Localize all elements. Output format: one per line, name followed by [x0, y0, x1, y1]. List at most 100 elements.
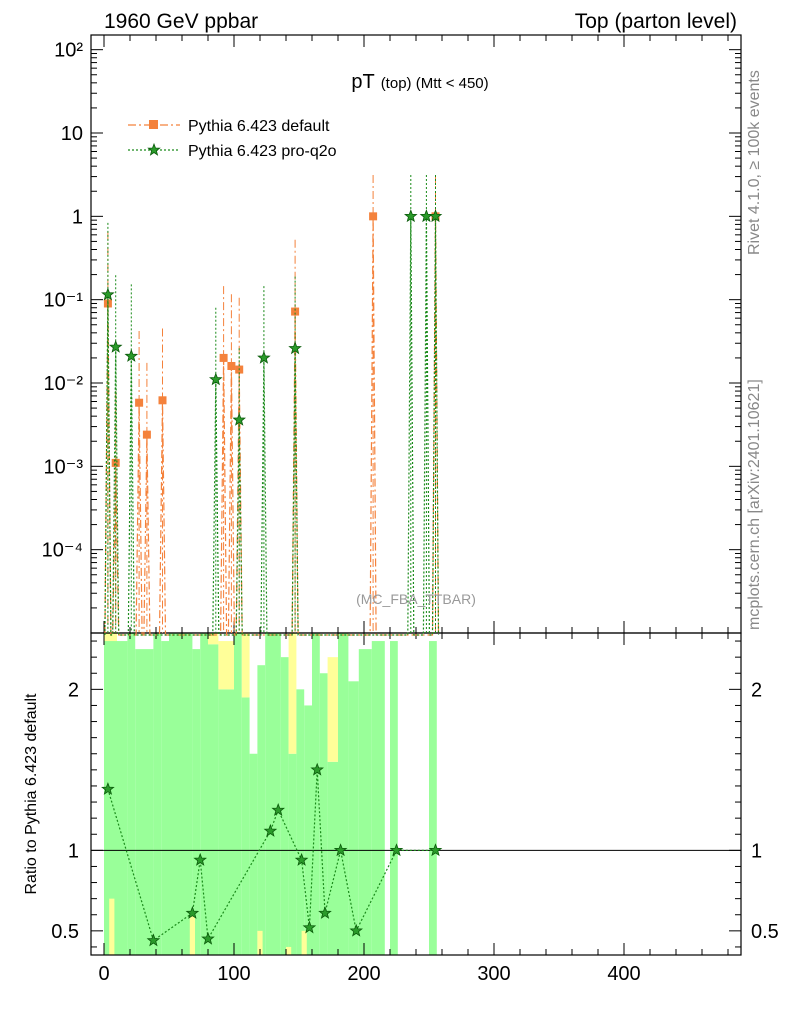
main-y-tick-label: 10² — [54, 40, 83, 62]
main-y-tick-label: 10⁻¹ — [44, 290, 84, 312]
x-tick-label: 400 — [607, 963, 640, 985]
ratio-y-tick-label: 2 — [68, 679, 79, 701]
ratio-band — [304, 705, 312, 955]
ratio-band — [358, 649, 372, 955]
ratio-band — [241, 633, 250, 698]
ratio-band — [288, 633, 297, 754]
ratio-band — [280, 657, 289, 955]
header-left: 1960 GeV ppbar — [104, 10, 258, 33]
ratio-point-star — [193, 852, 207, 866]
legend: Pythia 6.423 default Pythia 6.423 pro-q2… — [128, 118, 337, 160]
ratio-band — [200, 633, 208, 955]
main-y-tick-label: 10⁻² — [44, 373, 84, 395]
data-point-square — [219, 353, 228, 362]
ratio-point-star — [271, 802, 285, 816]
ratio-point-star — [349, 923, 363, 937]
ratio-band — [265, 633, 281, 955]
data-point-star — [232, 412, 246, 426]
ratio-band — [312, 633, 320, 955]
ratio-band — [234, 633, 242, 955]
ratio-point-star — [185, 905, 200, 919]
ratio-band — [327, 657, 338, 762]
ratio-band — [319, 673, 328, 955]
header-right: Top (parton level) — [575, 10, 737, 33]
data-point-star — [124, 349, 139, 362]
legend-label-default: Pythia 6.423 default — [188, 118, 330, 135]
ratio-band — [241, 697, 250, 955]
data-point-star — [209, 372, 223, 386]
legend-marker-square — [149, 120, 158, 129]
ratio-band — [153, 633, 162, 955]
ratio-band — [390, 641, 398, 955]
ratio-band — [135, 649, 154, 955]
series-line-0 — [104, 216, 440, 636]
ratio-band — [301, 930, 307, 955]
data-point-square — [135, 398, 144, 407]
ratio-point-star — [146, 933, 161, 947]
ratio-band — [249, 753, 258, 955]
ratio-band — [286, 946, 292, 955]
legend-label-proq2o: Pythia 6.423 pro-q2o — [188, 143, 337, 160]
data-point-star — [428, 209, 443, 223]
ratio-band — [338, 633, 349, 955]
main-y-tick-label: 10 — [61, 123, 83, 145]
data-point-square — [291, 307, 300, 316]
ratio-y-tick-label: 0.5 — [51, 921, 79, 943]
ratio-band — [218, 689, 234, 955]
side-label-mcplots: mcplots.cern.ch [arXiv:2401.10621] — [746, 379, 763, 630]
ratio-band — [218, 641, 234, 690]
ratio-point-star — [294, 852, 309, 866]
ratio-y-tick-label-right: 0.5 — [751, 921, 779, 943]
ratio-band — [327, 761, 338, 955]
ratio-band — [348, 681, 359, 955]
legend-marker-star — [147, 142, 161, 156]
ratio-point-star — [333, 843, 348, 857]
ratio-y-tick-label-right: 2 — [751, 679, 762, 701]
ratio-band — [104, 641, 128, 955]
ratio-band — [257, 665, 266, 955]
data-point-square — [158, 396, 167, 405]
legend-star-glyph — [147, 142, 161, 156]
ratio-band — [127, 633, 136, 955]
data-point-star — [108, 339, 123, 353]
data-point-star — [288, 341, 302, 355]
ratio-point-star — [318, 905, 332, 919]
plot-title-sub: (top) (Mtt < 450) — [381, 75, 489, 92]
data-point-square — [142, 430, 151, 439]
ratio-point-star — [101, 782, 115, 795]
data-point-star — [101, 287, 115, 301]
ratio-band — [161, 641, 169, 955]
ratio-ylabel: Ratio to Pythia 6.423 default — [23, 693, 40, 895]
ratio-point-star — [389, 843, 404, 857]
ratio-y-tick-label-right: 1 — [751, 840, 762, 862]
x-tick-label: 100 — [217, 963, 250, 985]
ratio-band — [371, 641, 385, 955]
main-y-tick-label: 10⁻⁴ — [42, 540, 83, 562]
ratio-band — [288, 753, 297, 955]
data-point-square — [227, 361, 236, 370]
data-point-star — [257, 350, 271, 364]
ratio-band — [189, 914, 195, 955]
x-tick-label: 300 — [477, 963, 510, 985]
ratio-y-tick-label: 1 — [68, 840, 79, 862]
main-y-tick-label: 10⁻³ — [44, 456, 84, 478]
x-tick-label: 200 — [347, 963, 380, 985]
series-line-1 — [104, 216, 440, 636]
ratio-band — [109, 898, 115, 955]
ratio-band — [169, 633, 193, 955]
data-point-star — [404, 209, 418, 223]
data-point-square — [111, 458, 120, 467]
ratio-point-star — [263, 823, 278, 837]
ratio-point-star — [201, 931, 215, 945]
ratio-point-star — [428, 843, 443, 857]
side-label-rivet: Rivet 4.1.0, ≥ 100k events — [746, 70, 763, 255]
x-tick-label: 0 — [98, 963, 109, 985]
ratio-band — [429, 641, 437, 955]
plot-title: pT (top) (Mtt < 450) — [351, 71, 488, 93]
ratio-band — [257, 930, 263, 955]
analysis-tag: (MC_FBA_TTBAR) — [356, 591, 476, 607]
data-point-square — [369, 212, 378, 221]
ratio-point-star — [302, 920, 317, 934]
ratio-point-star — [310, 762, 324, 776]
